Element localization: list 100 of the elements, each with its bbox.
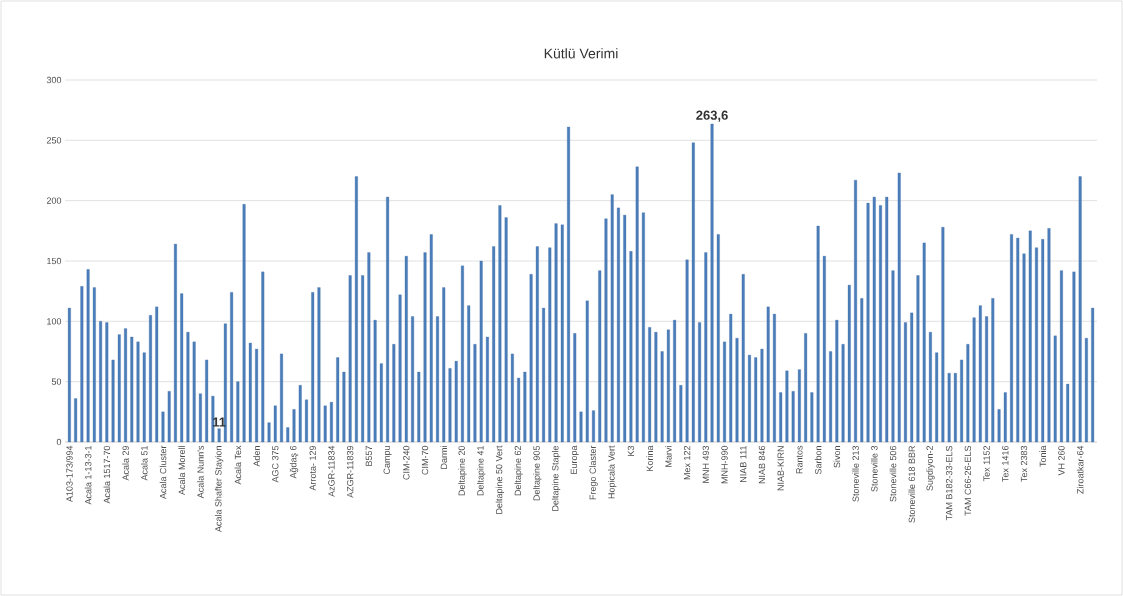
bar — [935, 352, 939, 443]
bar — [972, 317, 976, 443]
bar — [479, 260, 483, 443]
bar — [136, 341, 140, 443]
bar — [660, 351, 664, 443]
x-tick-label: Acala Shafter Stayion — [214, 446, 224, 533]
bar — [816, 225, 820, 443]
bar — [99, 321, 103, 443]
x-tick-label: Acala 1517-70 — [103, 445, 111, 504]
bar — [704, 252, 708, 443]
bar — [1084, 338, 1088, 443]
x-tick-label: Ağdaş 6 — [289, 445, 299, 479]
bar — [791, 391, 795, 443]
x-tick-label: Deltapine 62 — [514, 446, 523, 496]
bar — [205, 359, 209, 443]
bar — [174, 243, 177, 443]
bar — [317, 287, 321, 443]
x-tick-label: Acala Tex — [234, 445, 242, 485]
x-tick-label: NIAB 846 — [758, 445, 766, 484]
bar — [779, 392, 783, 443]
bar — [323, 405, 327, 443]
y-tick-label: 0 — [56, 438, 62, 446]
x-tick-label: Europa — [570, 445, 579, 474]
x-tick-label: VH 260 — [1058, 445, 1065, 476]
bar — [654, 332, 658, 443]
bar — [367, 252, 371, 443]
bar — [1003, 392, 1007, 443]
bar — [579, 411, 583, 443]
x-tick-label: Campu — [383, 446, 392, 475]
bar — [1010, 234, 1013, 443]
bar — [623, 214, 627, 443]
x-tick-label: Ziroatkar-64 — [1076, 445, 1084, 494]
bar — [991, 298, 995, 443]
bar — [567, 126, 570, 443]
x-tick-label: Tex 2383 — [1020, 445, 1028, 482]
x-tick-label: Acala Nunn's — [197, 445, 204, 499]
bar — [560, 224, 564, 443]
bar — [966, 344, 970, 443]
bar — [735, 338, 739, 443]
bar — [1016, 237, 1020, 443]
bar — [386, 196, 390, 443]
bar — [953, 373, 957, 443]
bar — [617, 207, 620, 443]
bar — [448, 368, 452, 443]
y-tick-label: 250 — [46, 137, 62, 144]
x-tick-label: Deltapine Staple — [551, 445, 561, 511]
bar — [436, 316, 439, 443]
bar — [398, 294, 402, 443]
bar — [766, 306, 770, 443]
bar — [592, 410, 595, 443]
bar — [130, 336, 134, 443]
bar — [186, 332, 190, 443]
bar — [149, 315, 152, 443]
bar — [810, 392, 814, 443]
bar — [797, 369, 801, 443]
bar — [217, 428, 221, 443]
chart-title: Kütlü Verimi — [544, 48, 618, 59]
bar — [641, 212, 645, 443]
bar — [117, 334, 121, 443]
bar — [673, 319, 677, 443]
bar — [392, 344, 396, 443]
bar — [885, 196, 889, 443]
bar — [529, 274, 533, 443]
bar — [760, 348, 764, 443]
bar — [142, 352, 146, 443]
bar — [261, 271, 265, 443]
bar — [1041, 239, 1045, 443]
bar — [492, 246, 496, 443]
x-tick-label: Arrota- 129 — [309, 445, 316, 491]
bar — [548, 247, 552, 443]
y-tick-label: 300 — [46, 76, 62, 84]
bar — [785, 370, 789, 443]
bar — [423, 252, 427, 443]
bar — [411, 316, 414, 443]
x-tick-label: TAM C66-26-ELS — [964, 445, 972, 516]
bar — [161, 411, 165, 443]
x-tick-label: AZGR-11839 — [346, 445, 354, 498]
x-tick-label: Acala 29 — [122, 445, 129, 481]
bar — [691, 142, 695, 443]
bar — [523, 371, 527, 443]
bar — [248, 342, 252, 443]
bar — [255, 348, 259, 443]
bar — [604, 218, 608, 443]
bar — [498, 205, 502, 443]
x-tick-label: Tex 1152 — [983, 445, 990, 482]
data-label: 263,6 — [696, 110, 728, 122]
bar — [417, 371, 421, 443]
x-tick-label: Tex 1416 — [1002, 445, 1009, 482]
bar — [535, 246, 539, 443]
x-tick-label: AzGR-11834 — [328, 445, 335, 497]
bar — [679, 385, 683, 443]
bar — [92, 287, 96, 443]
bar — [473, 344, 477, 443]
x-tick-label: Mex 122 — [683, 445, 691, 480]
bar — [666, 329, 670, 443]
bar — [1072, 271, 1076, 443]
bar — [348, 275, 352, 443]
x-tick-label: Frego Claster — [589, 445, 598, 500]
bar — [373, 319, 377, 443]
bar — [67, 307, 71, 443]
